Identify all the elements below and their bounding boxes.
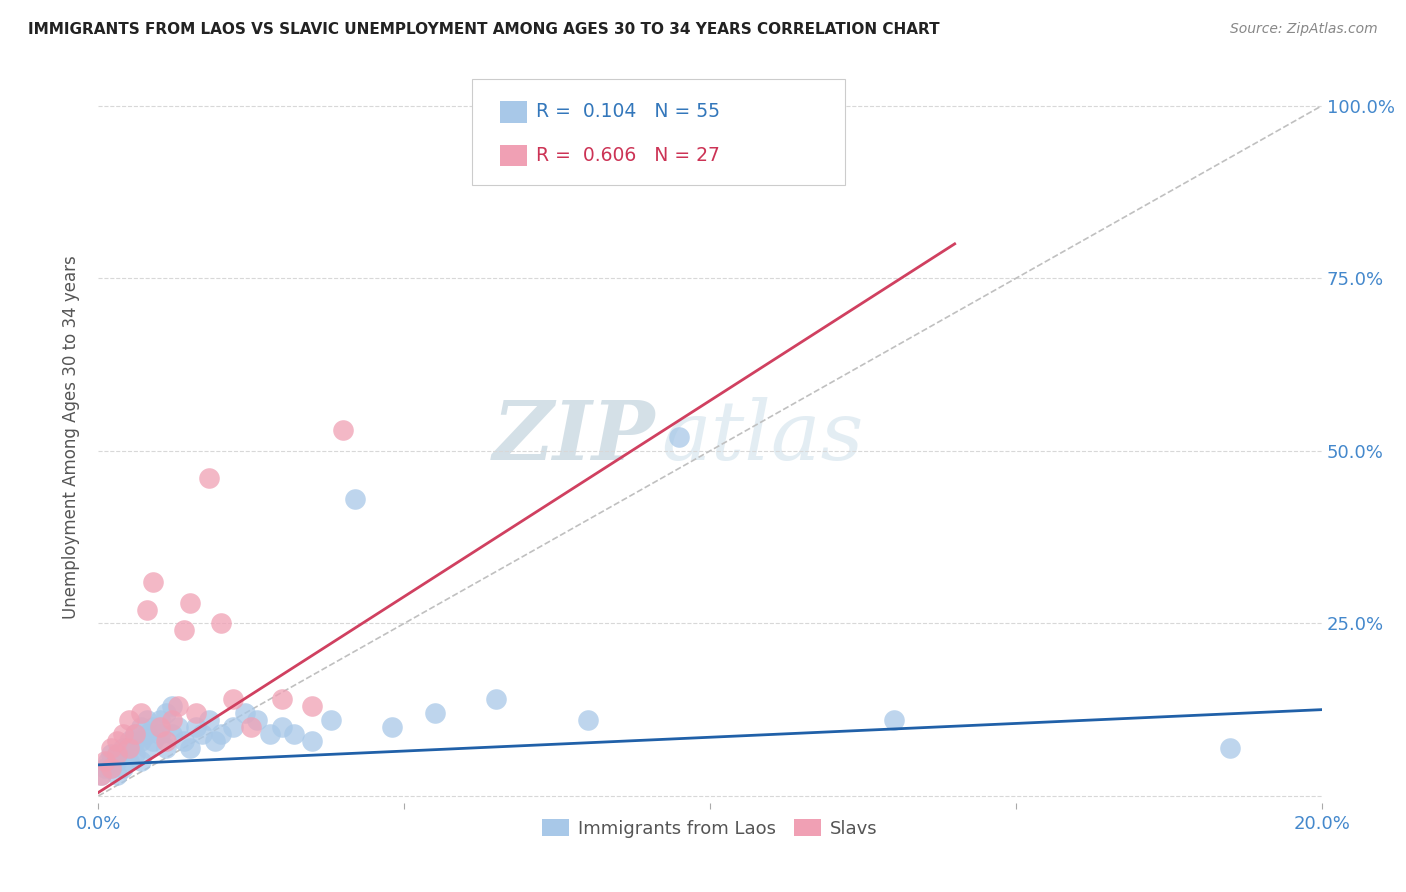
- Point: [142, 733, 165, 747]
- Point: [270, 720, 292, 734]
- Point: [167, 699, 190, 714]
- Text: R =  0.104   N = 55: R = 0.104 N = 55: [536, 102, 720, 121]
- Point: [149, 713, 172, 727]
- Point: [160, 727, 183, 741]
- Legend: Immigrants from Laos, Slavs: Immigrants from Laos, Slavs: [534, 813, 886, 845]
- Point: [142, 720, 165, 734]
- Point: [124, 733, 146, 747]
- Point: [160, 699, 183, 714]
- Point: [883, 713, 905, 727]
- Text: IMMIGRANTS FROM LAOS VS SLAVIC UNEMPLOYMENT AMONG AGES 30 TO 34 YEARS CORRELATIO: IMMIGRANTS FROM LAOS VS SLAVIC UNEMPLOYM…: [28, 22, 939, 37]
- Point: [105, 747, 128, 762]
- Point: [240, 720, 263, 734]
- Point: [149, 727, 172, 741]
- Point: [93, 755, 115, 769]
- Point: [173, 624, 195, 638]
- Point: [105, 768, 128, 782]
- Point: [423, 706, 446, 720]
- Point: [1219, 740, 1241, 755]
- Point: [90, 768, 112, 782]
- Text: atlas: atlas: [661, 397, 863, 477]
- Point: [129, 720, 152, 734]
- Point: [100, 747, 122, 762]
- Text: ZIP: ZIP: [492, 397, 655, 477]
- Point: [100, 740, 122, 755]
- Point: [222, 692, 245, 706]
- Point: [93, 761, 115, 775]
- Point: [129, 755, 152, 769]
- Text: R =  0.606   N = 27: R = 0.606 N = 27: [536, 146, 720, 165]
- Point: [129, 706, 152, 720]
- Point: [332, 423, 354, 437]
- Text: Source: ZipAtlas.com: Source: ZipAtlas.com: [1230, 22, 1378, 37]
- Point: [124, 747, 146, 762]
- Point: [118, 740, 141, 755]
- Point: [111, 740, 134, 755]
- Point: [381, 720, 404, 734]
- Point: [270, 692, 292, 706]
- Point: [124, 727, 146, 741]
- Point: [111, 747, 134, 762]
- Point: [100, 761, 122, 775]
- Point: [167, 720, 190, 734]
- Point: [149, 720, 172, 734]
- Point: [118, 713, 141, 727]
- Point: [90, 768, 112, 782]
- Point: [142, 574, 165, 589]
- Y-axis label: Unemployment Among Ages 30 to 34 years: Unemployment Among Ages 30 to 34 years: [62, 255, 80, 619]
- Point: [155, 740, 177, 755]
- Point: [259, 727, 281, 741]
- Point: [118, 755, 141, 769]
- Point: [301, 733, 323, 747]
- Point: [136, 602, 159, 616]
- Point: [136, 713, 159, 727]
- Point: [209, 727, 232, 741]
- Point: [100, 761, 122, 775]
- Point: [246, 713, 269, 727]
- Point: [105, 733, 128, 747]
- Point: [485, 692, 508, 706]
- Point: [191, 727, 214, 741]
- Point: [186, 706, 208, 720]
- Point: [319, 713, 342, 727]
- Point: [155, 733, 177, 747]
- Point: [186, 720, 208, 734]
- Point: [111, 761, 134, 775]
- Point: [179, 596, 201, 610]
- Point: [136, 727, 159, 741]
- Point: [160, 713, 183, 727]
- Point: [173, 733, 195, 747]
- Point: [111, 727, 134, 741]
- Point: [118, 740, 141, 755]
- Point: [155, 706, 177, 720]
- Point: [204, 733, 226, 747]
- Point: [118, 733, 141, 747]
- Point: [105, 755, 128, 769]
- Point: [668, 430, 690, 444]
- Point: [179, 740, 201, 755]
- Point: [197, 713, 219, 727]
- Point: [129, 733, 152, 747]
- Point: [283, 727, 305, 741]
- Point: [209, 616, 232, 631]
- Point: [344, 492, 367, 507]
- Point: [222, 720, 245, 734]
- FancyBboxPatch shape: [499, 145, 527, 167]
- FancyBboxPatch shape: [471, 78, 845, 185]
- Point: [301, 699, 323, 714]
- Point: [197, 471, 219, 485]
- Point: [105, 747, 128, 762]
- Point: [124, 727, 146, 741]
- FancyBboxPatch shape: [499, 101, 527, 122]
- Point: [97, 755, 120, 769]
- Point: [233, 706, 256, 720]
- Point: [136, 740, 159, 755]
- Point: [576, 713, 599, 727]
